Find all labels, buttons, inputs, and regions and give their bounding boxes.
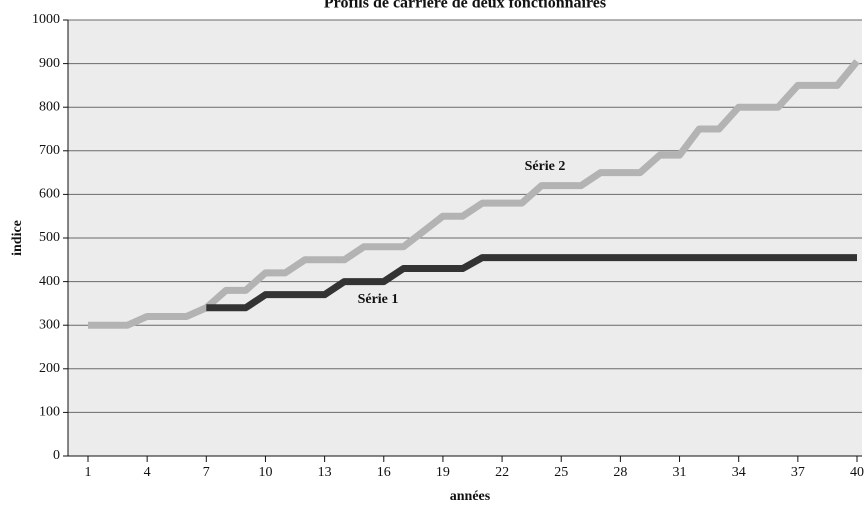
y-tick-label: 0: [53, 448, 60, 463]
x-tick-label: 1: [85, 465, 92, 480]
x-tick-label: 19: [436, 465, 450, 480]
x-tick-label: 28: [613, 465, 627, 480]
series-line: [88, 59, 860, 329]
y-tick-label: 100: [39, 405, 60, 420]
y-axis-label: indice: [10, 220, 25, 256]
series-label: Série 2: [525, 159, 566, 174]
x-tick-label: 16: [377, 465, 391, 480]
x-tick-label: 10: [258, 465, 272, 480]
series-line: [206, 254, 857, 312]
x-axis-label: années: [450, 489, 491, 504]
y-tick-label: 600: [39, 187, 60, 202]
x-tick-label: 22: [495, 465, 509, 480]
x-tick-label: 7: [203, 465, 210, 480]
y-tick-label: 300: [39, 317, 60, 332]
y-tick-label: 400: [39, 274, 60, 289]
y-tick-label: 200: [39, 361, 60, 376]
x-tick-label: 25: [554, 465, 568, 480]
y-tick-label: 900: [39, 56, 60, 71]
series-label: Série 1: [358, 292, 399, 307]
x-tick-label: 34: [732, 465, 746, 480]
x-tick-label: 40: [850, 465, 864, 480]
y-tick-label: 500: [39, 230, 60, 245]
y-tick-label: 1000: [32, 12, 60, 27]
x-tick-label: 31: [673, 465, 687, 480]
x-tick-label: 4: [144, 465, 151, 480]
x-tick-label: 13: [318, 465, 332, 480]
y-tick-label: 800: [39, 99, 60, 114]
chart-title: Profils de carrière de deux fonctionnair…: [324, 0, 606, 12]
y-tick-label: 700: [39, 143, 60, 158]
x-tick-label: 37: [791, 465, 805, 480]
